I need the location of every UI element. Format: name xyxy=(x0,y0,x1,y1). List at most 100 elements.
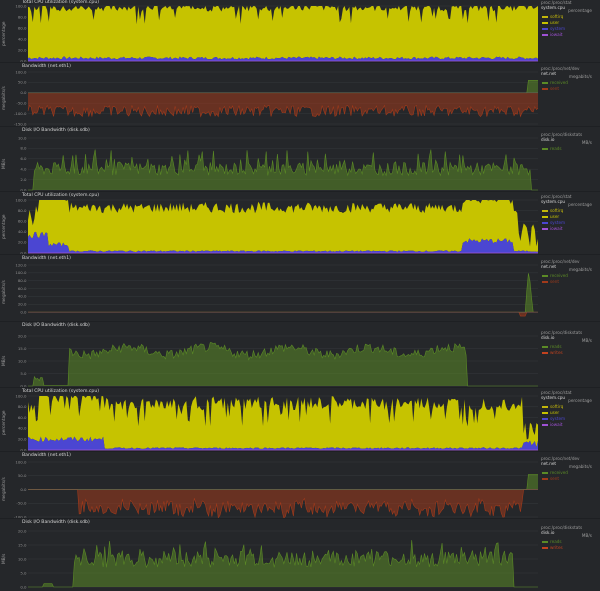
y-tick-label: 40.0 xyxy=(18,294,27,299)
y-tick-label: 4.0 xyxy=(20,167,27,172)
y-tick-label: 120.0 xyxy=(15,262,27,267)
series-line-reads xyxy=(28,540,538,588)
chart-source: proc:/proc/net/dev xyxy=(541,456,580,461)
chart-plot[interactable]: 20.0 15.0 10.0 5.0 0.0 xyxy=(18,333,538,388)
legend-item[interactable]: softirq xyxy=(542,208,565,214)
legend-swatch xyxy=(542,82,548,84)
y-axis-label: MB/s xyxy=(2,158,7,170)
series-area-user xyxy=(28,396,538,449)
legend-item[interactable]: sent xyxy=(542,279,568,285)
chart-plot[interactable]: 100.0 50.0 0.0 -50.0 -100.0 -150.0 xyxy=(14,69,539,126)
legend-item[interactable]: iowait xyxy=(542,226,565,232)
legend-item[interactable]: system xyxy=(542,26,565,32)
legend-label: reads xyxy=(550,146,562,151)
legend-item[interactable]: writes xyxy=(542,350,563,356)
legend-label: system xyxy=(550,26,566,31)
y-tick-label: 100.0 xyxy=(15,3,27,8)
y-tick-label: 100.0 xyxy=(15,459,27,464)
legend-label: softirq xyxy=(550,404,564,409)
legend-item[interactable]: received xyxy=(542,80,568,86)
legend-item[interactable]: sent xyxy=(542,86,568,92)
series-area-sent xyxy=(28,312,538,317)
y-tick-label: 50.0 xyxy=(18,80,27,85)
legend-swatch xyxy=(542,22,548,24)
legend-swatch xyxy=(542,418,548,420)
legend-item[interactable]: reads xyxy=(542,539,563,545)
chart-units: megabits/s xyxy=(568,74,592,79)
y-tick-label: -150.0 xyxy=(14,121,27,126)
y-tick-label: 100.0 xyxy=(15,270,27,275)
legend-item[interactable]: iowait xyxy=(542,32,565,38)
y-tick-label: 60.0 xyxy=(18,286,27,291)
chart-svg: 100.0 80.0 60.0 40.0 20.0 0.0 xyxy=(15,197,538,255)
chart-id: disk.io xyxy=(541,335,555,340)
chart-panel: Disk I/O Bandwidth (disk.sdb) MB/s proc:/p… xyxy=(0,323,600,388)
legend-item[interactable]: user xyxy=(542,214,565,220)
chart-plot[interactable]: 100.0 80.0 60.0 40.0 20.0 0.0 xyxy=(15,393,538,452)
chart-context: proc:/proc/net/dev net.net xyxy=(541,66,580,76)
chart-title: Disk I/O Bandwidth (disk.sdb) xyxy=(22,520,90,525)
legend-swatch xyxy=(542,352,548,354)
legend-item[interactable]: softirq xyxy=(542,14,565,20)
chart-id: net.net xyxy=(541,461,557,466)
legend-item[interactable]: softirq xyxy=(542,404,565,410)
chart-title: Total CPU utilization (system.cpu) xyxy=(22,193,100,198)
panel-separator xyxy=(0,518,600,519)
chart-context: proc:/proc/stat system.cpu xyxy=(541,0,572,10)
chart-panel: Bandwidth (net.eth1) megabits/s proc:/proc… xyxy=(0,64,600,127)
series-line-received xyxy=(28,80,538,94)
chart-plot[interactable]: 100.0 50.0 0.0 -50.0 -100.0 xyxy=(14,459,538,519)
series-line-sent xyxy=(28,311,538,317)
y-tick-label: 15.0 xyxy=(18,346,27,351)
chart-plot[interactable]: 120.0 100.0 80.0 60.0 40.0 20.0 0.0 xyxy=(15,262,538,320)
legend-item[interactable]: system xyxy=(542,416,565,422)
chart-plot[interactable]: 10.0 8.0 6.0 4.0 2.0 0.0 xyxy=(18,135,538,192)
legend-item[interactable]: received xyxy=(542,470,568,476)
chart-legend: softirq user system iowait xyxy=(542,404,565,428)
legend-item[interactable]: reads xyxy=(542,146,562,152)
legend-swatch xyxy=(542,210,548,212)
chart-legend: received sent xyxy=(542,470,568,482)
panel-separator xyxy=(0,451,600,452)
y-axis-label: MB/s xyxy=(2,355,7,367)
chart-panel: Bandwidth (net.eth1) megabits/s proc:/proc… xyxy=(0,453,600,519)
series-line-received xyxy=(28,273,538,313)
chart-plot[interactable]: 100.0 80.0 60.0 40.0 20.0 0.0 xyxy=(15,197,538,255)
y-axis-label: megabits/s xyxy=(2,280,7,305)
series-area-received xyxy=(28,474,538,490)
chart-units: MB/s xyxy=(581,533,592,538)
chart-context: proc:/proc/diskstats disk.io xyxy=(541,525,582,535)
chart-units: MB/s xyxy=(581,338,592,343)
legend-item[interactable]: writes xyxy=(542,545,563,551)
legend-swatch xyxy=(542,216,548,218)
legend-item[interactable]: iowait xyxy=(542,422,565,428)
legend-swatch xyxy=(542,346,548,348)
chart-source: proc:/proc/net/dev xyxy=(541,259,580,264)
y-tick-label: 0.0 xyxy=(20,309,27,314)
chart-source: proc:/proc/stat xyxy=(541,390,572,395)
legend-item[interactable]: received xyxy=(542,273,568,279)
y-tick-label: 15.0 xyxy=(18,542,27,547)
series-area-received xyxy=(28,80,538,93)
legend-item[interactable]: sent xyxy=(542,476,568,482)
chart-plot[interactable]: 20.0 15.0 10.0 5.0 0.0 xyxy=(18,528,538,589)
chart-title: Total CPU utilization (system.cpu) xyxy=(22,0,100,5)
y-tick-label: 40.0 xyxy=(18,229,27,234)
legend-swatch xyxy=(542,228,548,230)
chart-plot[interactable]: 100.0 80.0 60.0 40.0 20.0 0.0 xyxy=(15,3,538,63)
series-area-user xyxy=(28,6,538,60)
legend-item[interactable]: user xyxy=(542,20,565,26)
legend-swatch xyxy=(542,16,548,18)
chart-id: disk.io xyxy=(541,530,555,535)
chart-id: system.cpu xyxy=(541,395,566,400)
series-area-user xyxy=(28,200,538,252)
legend-swatch xyxy=(542,412,548,414)
legend-swatch xyxy=(542,222,548,224)
panel-separator xyxy=(0,62,600,63)
legend-item[interactable]: system xyxy=(542,220,565,226)
legend-item[interactable]: user xyxy=(542,410,565,416)
y-tick-label: 10.0 xyxy=(18,556,27,561)
legend-item[interactable]: reads xyxy=(542,344,563,350)
legend-label: iowait xyxy=(550,422,563,427)
y-tick-label: 8.0 xyxy=(20,146,27,151)
